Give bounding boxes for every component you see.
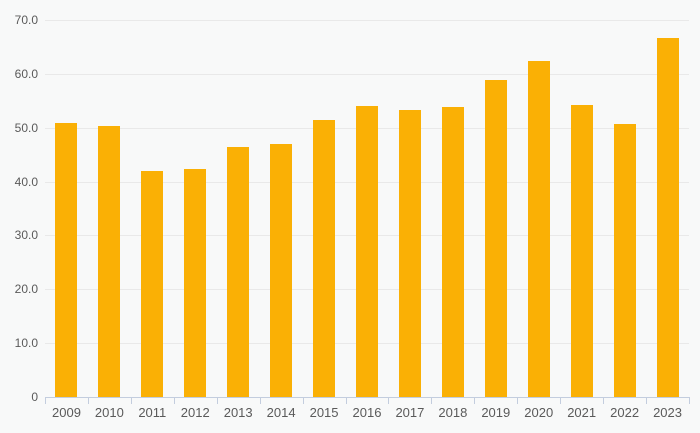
x-axis-label-2020: 2020: [524, 405, 554, 420]
y-axis-label-60: 60.0: [14, 66, 38, 81]
x-axis-label-2013: 2013: [223, 405, 253, 420]
y-axis-label-20: 20.0: [14, 282, 38, 297]
x-axis-tick: [302, 397, 304, 404]
x-axis-tick: [45, 397, 46, 404]
bar-2021[interactable]: [570, 104, 593, 397]
x-axis-line: [45, 397, 690, 398]
bar-2012[interactable]: [184, 169, 207, 397]
y-axis-label-10: 10.0: [14, 336, 38, 351]
x-axis-label-2022: 2022: [610, 405, 640, 420]
bar-2015[interactable]: [313, 119, 336, 397]
x-axis-label-2015: 2015: [309, 405, 339, 420]
x-axis-tick: [388, 397, 390, 404]
bar-2023[interactable]: [656, 37, 679, 397]
x-axis-label-2021: 2021: [567, 405, 597, 420]
x-axis-label-2014: 2014: [266, 405, 296, 420]
bar-2018[interactable]: [441, 107, 464, 397]
bar-2019[interactable]: [484, 80, 507, 397]
x-axis-tick: [689, 397, 690, 404]
x-axis-label-2010: 2010: [94, 405, 124, 420]
x-axis-label-2011: 2011: [138, 405, 167, 420]
x-axis-tick: [474, 397, 476, 404]
x-axis-label-2017: 2017: [395, 405, 425, 420]
bar-2013[interactable]: [227, 146, 250, 397]
x-axis-tick: [259, 397, 261, 404]
x-axis-tick: [560, 397, 562, 404]
x-axis-label-2018: 2018: [438, 405, 468, 420]
bar-2009[interactable]: [55, 123, 78, 397]
gridline-60: [45, 73, 689, 75]
y-axis-label-0: 0: [31, 390, 38, 404]
bar-2017[interactable]: [398, 110, 421, 397]
x-axis-tick: [603, 397, 605, 404]
bar-2010[interactable]: [98, 126, 121, 397]
y-axis-label-50: 50.0: [14, 120, 38, 135]
y-axis-label-30: 30.0: [14, 228, 38, 243]
bar-2016[interactable]: [356, 106, 378, 397]
bar-2020[interactable]: [527, 61, 550, 397]
x-axis-label-2019: 2019: [481, 405, 511, 420]
x-axis-label-2012: 2012: [180, 405, 210, 420]
bar-2022[interactable]: [613, 123, 636, 397]
x-axis-tick: [87, 397, 89, 404]
gridline-70: [45, 20, 689, 21]
x-axis-tick: [173, 397, 175, 404]
y-axis-label-70: 70.0: [14, 13, 38, 27]
x-axis-label-2023: 2023: [653, 405, 682, 420]
bar-2014[interactable]: [270, 143, 293, 397]
x-axis-tick: [345, 397, 347, 404]
x-axis-tick: [646, 397, 648, 404]
x-axis-tick: [517, 397, 519, 404]
x-axis-tick: [431, 397, 433, 404]
bar-2011[interactable]: [141, 171, 164, 397]
x-axis-label-2009: 2009: [52, 405, 81, 420]
x-axis-label-2016: 2016: [352, 405, 382, 420]
y-axis-label-40: 40.0: [14, 174, 38, 189]
x-axis-tick: [130, 397, 132, 404]
x-axis-tick: [216, 397, 218, 404]
